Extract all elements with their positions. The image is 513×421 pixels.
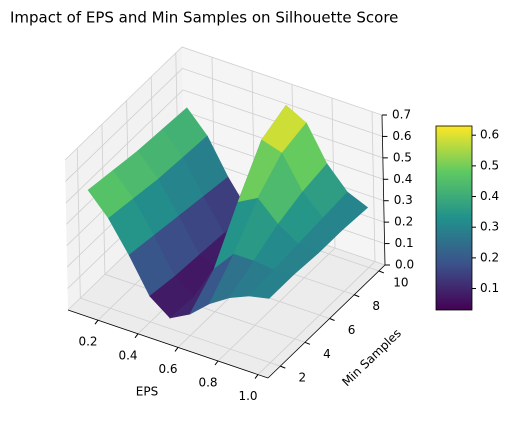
colorbar-tick-label: 0.4 <box>480 189 499 203</box>
y-tick <box>280 365 286 369</box>
z-tick-label: 0.6 <box>392 129 411 143</box>
grid-line <box>64 46 383 161</box>
x-tick <box>254 374 259 379</box>
x-tick <box>94 319 99 325</box>
x-tick <box>214 360 219 366</box>
colorbar-tick-label: 0.2 <box>480 250 499 264</box>
z-tick-label: 0.5 <box>393 150 412 164</box>
x-tick-label: 1.0 <box>238 389 257 403</box>
y-tick <box>378 270 385 274</box>
surface-patch <box>248 269 295 299</box>
grid-line <box>65 67 383 182</box>
colorbar-tick-label: 0.5 <box>480 158 499 172</box>
x-axis-label: EPS <box>136 385 158 399</box>
y-tick-label: 2 <box>298 371 306 385</box>
x-axis <box>67 309 269 379</box>
y-tick-label: 10 <box>393 275 408 289</box>
chart-title: Impact of EPS and Min Samples on Silhoue… <box>10 9 398 27</box>
grid-line <box>65 89 384 204</box>
x-tick-label: 0.4 <box>118 348 137 362</box>
colorbar <box>435 125 473 311</box>
z-tick-label: 0.1 <box>395 236 414 250</box>
colorbar-tick-label: 0.6 <box>480 128 499 142</box>
y-tick <box>329 318 335 321</box>
z-tick-label: 0.2 <box>394 215 413 229</box>
x-tick <box>134 333 139 339</box>
x-tick-label: 0.6 <box>158 362 177 376</box>
x-tick-label: 0.8 <box>198 376 217 390</box>
y-axis <box>267 264 386 379</box>
z-tick-label: 0.4 <box>393 172 412 186</box>
y-tick <box>304 341 311 345</box>
colorbar-tick-label: 0.3 <box>480 220 499 234</box>
z-axis <box>381 114 386 266</box>
z-tick-label: 0.3 <box>394 193 413 207</box>
y-tick-label: 8 <box>372 299 380 313</box>
y-tick-label: 6 <box>348 323 356 337</box>
y-tick-label: 4 <box>323 347 331 361</box>
colorbar-tick-label: 0.1 <box>480 281 499 295</box>
z-tick-label: 0.0 <box>395 258 414 272</box>
z-tick-label: 0.7 <box>392 108 411 122</box>
y-tick <box>354 294 360 298</box>
x-tick <box>174 347 179 352</box>
x-tick-label: 0.2 <box>78 335 97 349</box>
